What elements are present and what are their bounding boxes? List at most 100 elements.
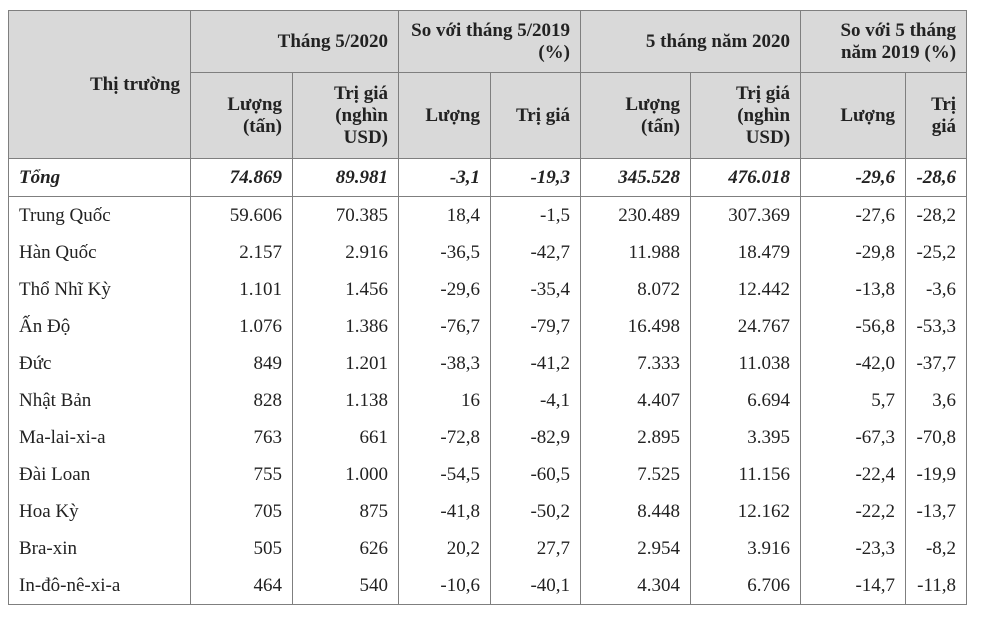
cell-value: 59.606 bbox=[190, 196, 293, 234]
cell-value: 12.162 bbox=[690, 493, 802, 530]
table-body: Tổng 74.869 89.981 -3,1 -19,3 345.528 476.018-… bbox=[8, 158, 968, 605]
cell-value: 875 bbox=[292, 493, 399, 530]
data-row: Hoa Kỳ 705 875 -41,8 -50,2 8.448 12.162 -22,2 -1… bbox=[8, 493, 968, 530]
column-header: Trị giá bbox=[489, 72, 582, 159]
cell-value: 626 bbox=[292, 530, 399, 567]
cell-value: 4.407 bbox=[580, 382, 692, 419]
cell-value: -79,7 bbox=[489, 308, 582, 345]
cell-value: -42,7 bbox=[489, 234, 582, 271]
cell-value: -29,6 bbox=[800, 158, 907, 197]
column-header: Lượng bbox=[398, 72, 491, 159]
cell-value: -1,5 bbox=[489, 196, 582, 234]
cell-value: -10,6 bbox=[398, 567, 491, 605]
market-name: Trung Quốc bbox=[8, 196, 191, 234]
data-row: Đức 849 1.201 -38,3 -41,2 7.333 11.038 -42,0 -37… bbox=[8, 345, 968, 382]
cell-value: 307.369 bbox=[690, 196, 802, 234]
cell-value: 2.157 bbox=[190, 234, 293, 271]
cell-value: 18.479 bbox=[690, 234, 802, 271]
cell-value: -13,7 bbox=[905, 493, 968, 530]
cell-value: -14,7 bbox=[800, 567, 907, 605]
cell-value: -19,9 bbox=[905, 456, 968, 493]
cell-value: -36,5 bbox=[398, 234, 491, 271]
cell-value: -60,5 bbox=[489, 456, 582, 493]
cell-value: -82,9 bbox=[489, 419, 582, 456]
market-name: Bra-xin bbox=[8, 530, 191, 567]
cell-value: 74.869 bbox=[190, 158, 293, 197]
cell-value: -53,3 bbox=[905, 308, 968, 345]
data-row: Đài Loan 755 1.000 -54,5 -60,5 7.525 11.156 -22… bbox=[8, 456, 968, 493]
cell-value: 828 bbox=[190, 382, 293, 419]
cell-value: 18,4 bbox=[398, 196, 491, 234]
cell-value: 763 bbox=[190, 419, 293, 456]
market-name: Hàn Quốc bbox=[8, 234, 191, 271]
cell-value: 20,2 bbox=[398, 530, 491, 567]
cell-value: 2.954 bbox=[580, 530, 692, 567]
data-row: Thổ Nhĩ Kỳ 1.101 1.456 -29,6 -35,4 8.072 12.44… bbox=[8, 271, 968, 308]
market-name: Đức bbox=[8, 345, 191, 382]
group-header: Tháng 5/2020 bbox=[190, 10, 399, 73]
cell-value: -56,8 bbox=[800, 308, 907, 345]
market-name: Hoa Kỳ bbox=[8, 493, 191, 530]
data-row: Nhật Bản 828 1.138 16 -4,1 4.407 6.694 5,7 3,6 bbox=[8, 382, 968, 419]
cell-value: 7.333 bbox=[580, 345, 692, 382]
data-row: Ấn Độ 1.076 1.386 -76,7 -79,7 16.498 24.767 -56… bbox=[8, 308, 968, 345]
column-header-row: Lượng (tấn) Trị giá (nghìn USD) Lượng Trị g… bbox=[9, 72, 968, 159]
column-header: Lượng (tấn) bbox=[580, 72, 692, 159]
group-header: So với tháng 5/2019 (%) bbox=[397, 10, 582, 73]
cell-value: 1.386 bbox=[292, 308, 399, 345]
data-row: Hàn Quốc 2.157 2.916 -36,5 -42,7 11.988 18.479… bbox=[8, 234, 968, 271]
cell-value: -29,6 bbox=[398, 271, 491, 308]
data-row: Bra-xin 505 626 20,2 27,7 2.954 3.916 -23,3 -8,2 bbox=[8, 530, 968, 567]
data-table: Thị trường Tháng 5/2020 So với tháng 5/2… bbox=[8, 10, 968, 605]
cell-value: -37,7 bbox=[905, 345, 968, 382]
cell-value: 1.076 bbox=[190, 308, 293, 345]
cell-value: -4,1 bbox=[489, 382, 582, 419]
cell-value: 345.528 bbox=[580, 158, 692, 197]
cell-value: 505 bbox=[190, 530, 293, 567]
market-name: Tổng bbox=[8, 158, 191, 197]
column-header: Trị giá (nghìn USD) bbox=[292, 72, 399, 159]
cell-value: 1.101 bbox=[190, 271, 293, 308]
cell-value: -38,3 bbox=[398, 345, 491, 382]
market-name: Thổ Nhĩ Kỳ bbox=[8, 271, 191, 308]
cell-value: 2.916 bbox=[292, 234, 399, 271]
cell-value: -42,0 bbox=[800, 345, 907, 382]
cell-value: -19,3 bbox=[489, 158, 582, 197]
cell-value: 1.456 bbox=[292, 271, 399, 308]
cell-value: 476.018 bbox=[690, 158, 802, 197]
market-name: Nhật Bản bbox=[8, 382, 191, 419]
market-name: Ma-lai-xi-a bbox=[8, 419, 191, 456]
cell-value: -29,8 bbox=[800, 234, 907, 271]
cell-value: 11.988 bbox=[580, 234, 692, 271]
cell-value: 27,7 bbox=[489, 530, 582, 567]
cell-value: 11.156 bbox=[690, 456, 802, 493]
cell-value: -3,1 bbox=[398, 158, 491, 197]
cell-value: 661 bbox=[292, 419, 399, 456]
data-row: In-đô-nê-xi-a 464 540 -10,6 -40,1 4.304 6.706-… bbox=[8, 567, 968, 605]
cell-value: -41,2 bbox=[489, 345, 582, 382]
cell-value: 11.038 bbox=[690, 345, 802, 382]
cell-value: 230.489 bbox=[580, 196, 692, 234]
cell-value: 3,6 bbox=[905, 382, 968, 419]
cell-value: 6.706 bbox=[690, 567, 802, 605]
cell-value: 755 bbox=[190, 456, 293, 493]
cell-value: -35,4 bbox=[489, 271, 582, 308]
cell-value: 8.072 bbox=[580, 271, 692, 308]
cell-value: 1.201 bbox=[292, 345, 399, 382]
data-row: Trung Quốc 59.606 70.385 18,4 -1,5 230.489 307… bbox=[8, 196, 968, 234]
cell-value: 540 bbox=[292, 567, 399, 605]
cell-value: 70.385 bbox=[292, 196, 399, 234]
cell-value: -25,2 bbox=[905, 234, 968, 271]
cell-value: 4.304 bbox=[580, 567, 692, 605]
cell-value: -28,6 bbox=[905, 158, 968, 197]
cell-value: 89.981 bbox=[292, 158, 399, 197]
cell-value: -22,2 bbox=[800, 493, 907, 530]
market-name: Đài Loan bbox=[8, 456, 191, 493]
cell-value: -27,6 bbox=[800, 196, 907, 234]
cell-value: -23,3 bbox=[800, 530, 907, 567]
market-name: Ấn Độ bbox=[8, 308, 191, 345]
cell-value: -67,3 bbox=[800, 419, 907, 456]
cell-value: -70,8 bbox=[905, 419, 968, 456]
